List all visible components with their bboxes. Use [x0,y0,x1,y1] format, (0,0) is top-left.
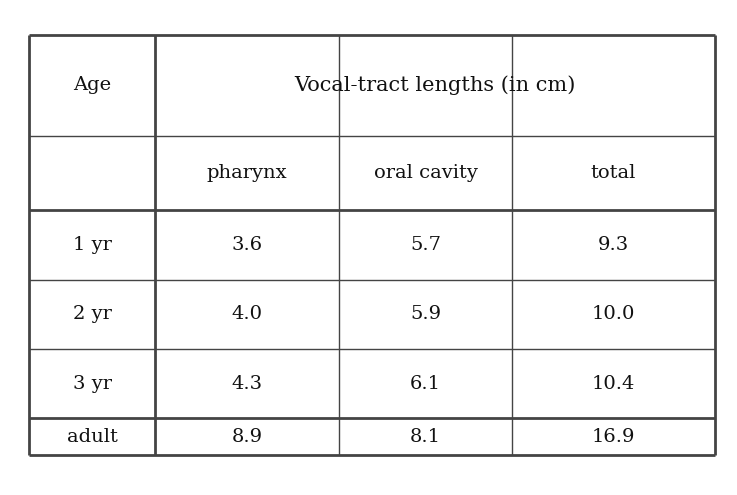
Text: 5.7: 5.7 [410,236,441,254]
Text: 1 yr: 1 yr [73,236,111,254]
Text: 2 yr: 2 yr [73,305,111,323]
Text: Vocal-tract lengths (in cm): Vocal-tract lengths (in cm) [294,76,576,95]
Text: 4.3: 4.3 [231,375,262,393]
Text: 9.3: 9.3 [598,236,629,254]
Text: Age: Age [73,76,111,95]
Text: 3 yr: 3 yr [73,375,111,393]
Text: 6.1: 6.1 [410,375,441,393]
Text: 5.9: 5.9 [410,305,441,323]
Text: adult: adult [66,428,118,446]
Text: oral cavity: oral cavity [374,164,478,182]
Text: pharynx: pharynx [206,164,287,182]
Text: 10.4: 10.4 [592,375,635,393]
Text: 4.0: 4.0 [231,305,262,323]
Text: 3.6: 3.6 [231,236,262,254]
Text: 8.1: 8.1 [410,428,441,446]
Text: total: total [591,164,636,182]
Text: 16.9: 16.9 [592,428,635,446]
Text: 10.0: 10.0 [592,305,635,323]
Text: 8.9: 8.9 [231,428,262,446]
